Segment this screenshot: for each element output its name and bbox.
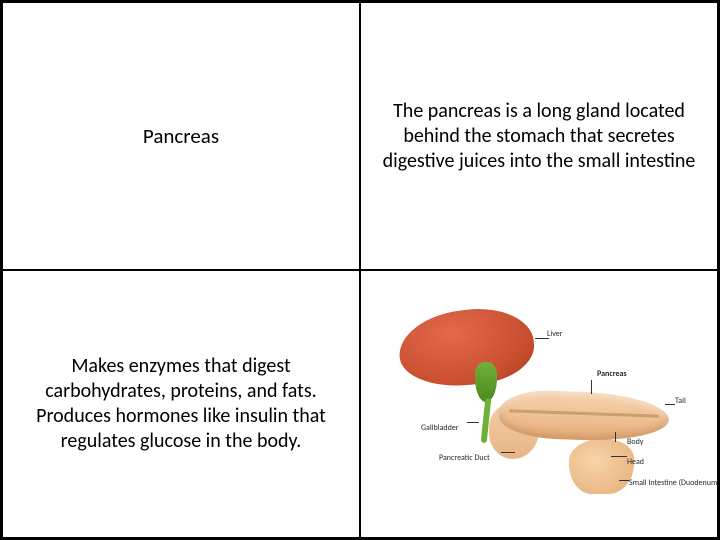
cell-function: Makes enzymes that digest carbohydrates,… — [2, 270, 360, 538]
leader-pancreatic-duct — [501, 452, 515, 453]
label-body: Body — [627, 438, 643, 447]
leader-small-intestine — [619, 480, 629, 481]
pancreas-anatomy-diagram: Liver Pancreas Tail Body Head Gallbladde… — [379, 304, 699, 504]
organ-definition: The pancreas is a long gland located beh… — [373, 99, 705, 174]
leader-gallbladder — [467, 422, 479, 423]
leader-body — [615, 432, 616, 442]
organ-function: Makes enzymes that digest carbohydrates,… — [15, 354, 347, 454]
organ-title: Pancreas — [143, 123, 219, 149]
label-gallbladder: Gallbladder — [421, 424, 459, 433]
liver-shape — [395, 303, 537, 392]
cell-diagram: Liver Pancreas Tail Body Head Gallbladde… — [360, 270, 718, 538]
label-pancreatic-duct: Pancreatic Duct — [439, 454, 490, 463]
cell-title: Pancreas — [2, 2, 360, 270]
cell-definition: The pancreas is a long gland located beh… — [360, 2, 718, 270]
leader-pancreas — [591, 380, 592, 394]
label-liver: Liver — [547, 330, 563, 339]
label-pancreas: Pancreas — [597, 370, 627, 379]
label-tail: Tail — [675, 397, 686, 406]
label-head: Head — [627, 458, 644, 467]
leader-tail — [665, 404, 675, 405]
intestine-shape — [569, 439, 634, 494]
leader-head — [611, 456, 627, 457]
gallbladder-shape — [475, 362, 497, 402]
four-quadrant-grid: Pancreas The pancreas is a long gland lo… — [0, 0, 720, 540]
label-small-intestine: Small Intestine (Duodenum) — [629, 479, 718, 488]
leader-liver — [535, 338, 549, 339]
